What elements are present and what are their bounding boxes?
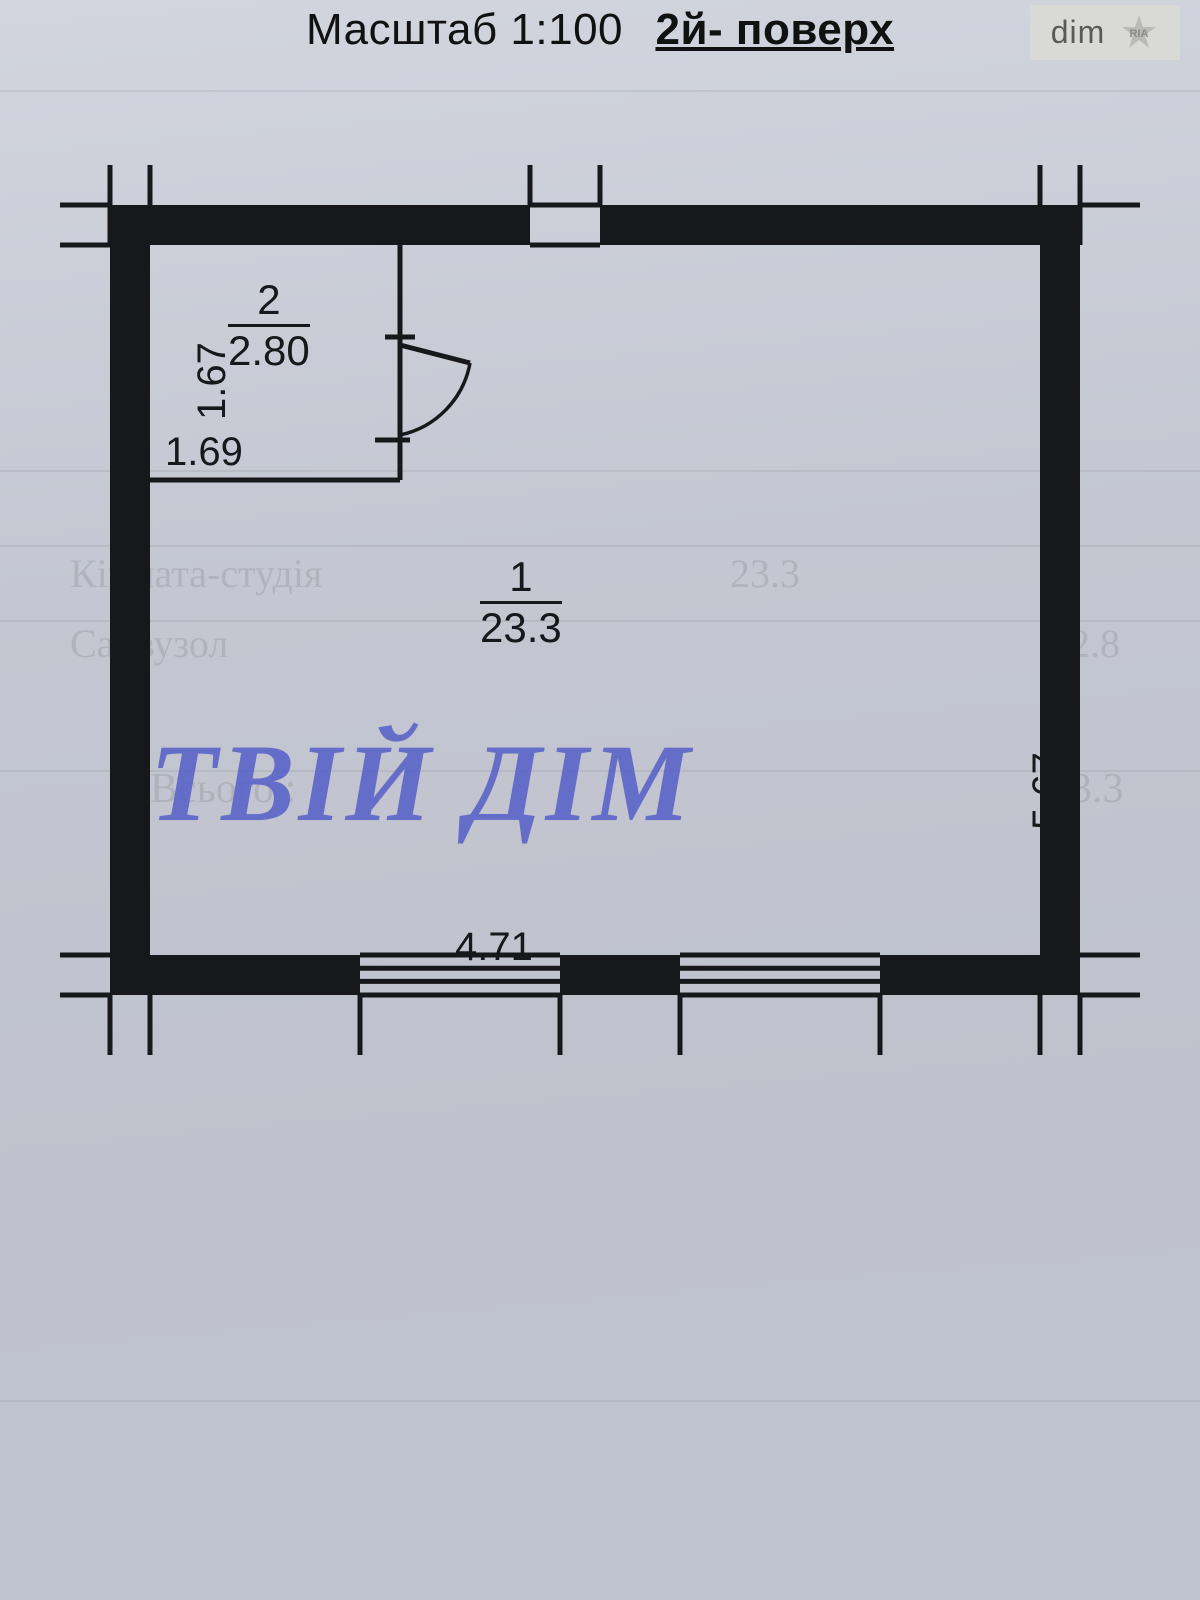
room-1-area: 23.3 — [480, 604, 562, 650]
watermark-text: ТВІЙ ДІМ — [150, 720, 694, 847]
logo-badge: dim RIA — [1030, 5, 1180, 60]
room-2-area: 2.80 — [228, 327, 310, 373]
page: Кімната-студіяСанвузолВсього :23.32.823.… — [0, 0, 1200, 1600]
floor-plan — [60, 165, 1140, 1125]
floor-plan-svg — [60, 165, 1140, 1125]
room-1-label: 1 23.3 — [480, 555, 562, 650]
dim-main-h: 5.67 — [1025, 752, 1070, 830]
logo-ria-text: RIA — [1130, 28, 1149, 40]
room-1-number: 1 — [480, 555, 562, 604]
dim-room2-h: 1.67 — [190, 342, 235, 420]
room-2-label: 2 2.80 — [228, 278, 310, 373]
logo-ria-icon: RIA — [1119, 13, 1159, 53]
room-2-number: 2 — [228, 278, 310, 327]
header: Масштаб 1:100 2й- поверх — [0, 5, 1200, 55]
scale-label: Масштаб 1:100 — [306, 5, 623, 54]
logo-dim-text: dim — [1051, 14, 1106, 51]
dim-main-w: 4.71 — [455, 925, 533, 970]
dim-room2-w: 1.69 — [165, 430, 243, 475]
floor-label: 2й- поверх — [655, 5, 894, 54]
